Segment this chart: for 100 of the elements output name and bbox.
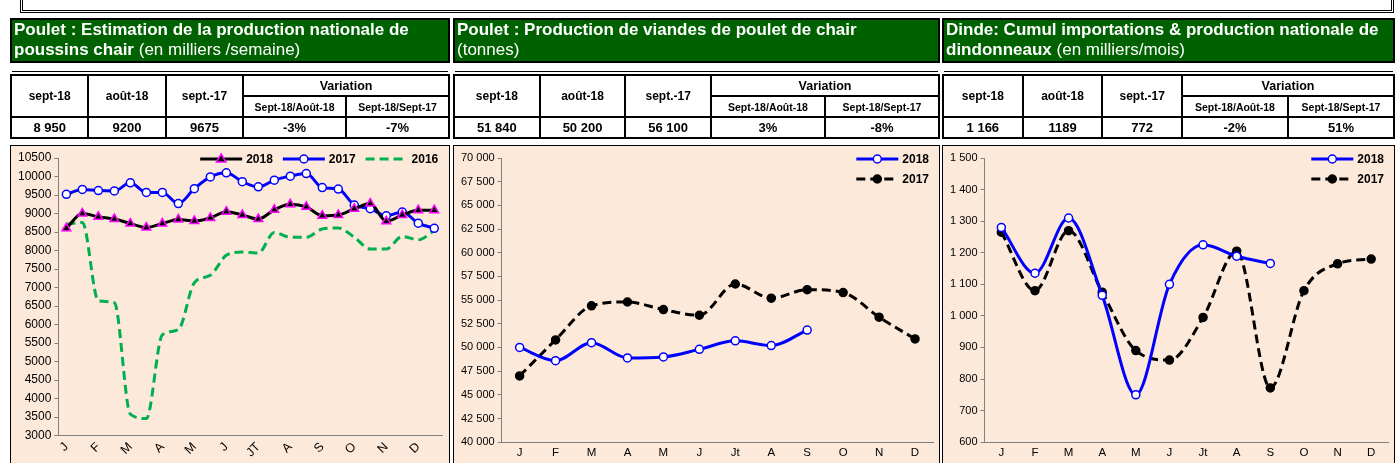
text: 772 bbox=[1131, 120, 1154, 135]
text: Poulet : Estimation de la production nationale de poussins chair (en milliers /semaine) bbox=[14, 20, 409, 59]
category-label: sept.-17 bbox=[1102, 75, 1183, 117]
text: -8% bbox=[870, 120, 894, 135]
x-tick-label: D bbox=[406, 439, 423, 456]
text: 56 100 bbox=[648, 120, 689, 135]
text: -2% bbox=[1223, 120, 1247, 135]
y-tick-label: 1 500 bbox=[950, 151, 978, 164]
y-tick-label: 45 000 bbox=[460, 387, 495, 400]
x-tick-label: Jt bbox=[730, 446, 741, 459]
x-tick-label: A bbox=[1098, 446, 1107, 459]
category-label: août-18 bbox=[539, 75, 626, 117]
y-tick-label: 47 500 bbox=[460, 364, 495, 377]
category-label: août-18 bbox=[88, 75, 166, 117]
y-tick-label: 4000 bbox=[24, 390, 52, 405]
x-tick-label: JT bbox=[243, 439, 264, 460]
x-tick-label: O bbox=[342, 439, 360, 457]
y-tick-label: 1 300 bbox=[950, 214, 978, 227]
text: 51 840 bbox=[476, 120, 517, 135]
x-tick-label: F bbox=[87, 439, 104, 455]
text: 1 166 bbox=[966, 120, 1000, 135]
y-tick-label: 42 500 bbox=[460, 411, 495, 424]
text: Dinde: Cumul importations & production nationale de dindonneaux (en milliers/mois) bbox=[946, 20, 1379, 59]
x-tick-label: A bbox=[1232, 446, 1241, 459]
x-tick-label: N bbox=[374, 439, 391, 456]
category-label: sept.-17 bbox=[625, 75, 712, 117]
x-tick-label: M bbox=[1131, 446, 1141, 459]
y-tick-label: 1 100 bbox=[950, 277, 978, 290]
x-tick-label: J bbox=[216, 439, 231, 454]
y-tick-label: 3000 bbox=[24, 427, 52, 442]
text: 51% bbox=[1327, 120, 1355, 135]
text: 9200 bbox=[112, 120, 142, 135]
category-label: Sept-18/Sept-17 bbox=[1288, 96, 1394, 117]
y-tick-label: 8500 bbox=[24, 224, 52, 239]
y-tick-label: 600 bbox=[959, 435, 978, 448]
y-tick-label: 70 000 bbox=[460, 151, 495, 164]
legend-label: 2018 bbox=[1357, 151, 1385, 166]
x-tick-label: A bbox=[151, 439, 168, 456]
x-tick-label: A bbox=[279, 439, 296, 456]
x-tick-label: N bbox=[1333, 446, 1342, 459]
x-tick-label: J bbox=[1166, 446, 1173, 459]
category-label: sept-18 bbox=[943, 75, 1023, 117]
category-label: Sept-18/Sept-17 bbox=[824, 96, 939, 117]
text: 8 950 bbox=[33, 120, 66, 135]
x-tick-label: F bbox=[1031, 446, 1039, 459]
y-tick-label: 700 bbox=[959, 403, 978, 416]
y-tick-label: 9000 bbox=[24, 205, 52, 220]
y-tick-label: 6500 bbox=[24, 298, 52, 313]
y-tick-label: 1 200 bbox=[950, 245, 978, 258]
text: -3% bbox=[283, 120, 307, 135]
text: Variation bbox=[243, 75, 449, 96]
x-tick-label: Jt bbox=[1198, 446, 1209, 459]
legend-label: 2018 bbox=[902, 151, 930, 166]
text: -7% bbox=[385, 120, 410, 135]
category-label: Sept-18/Août-18 bbox=[1182, 96, 1288, 117]
text: 3% bbox=[758, 120, 778, 135]
y-tick-label: 6000 bbox=[24, 316, 52, 331]
x-tick-label: O bbox=[838, 446, 848, 459]
y-tick-label: 5000 bbox=[24, 353, 52, 368]
y-tick-label: 900 bbox=[959, 340, 978, 353]
x-tick-label: M bbox=[117, 439, 135, 457]
category-label: Sept-18/Août-18 bbox=[711, 96, 825, 117]
legend-label: 2016 bbox=[411, 151, 439, 166]
y-tick-label: 50 000 bbox=[460, 340, 495, 353]
y-tick-label: 62 500 bbox=[460, 222, 495, 235]
text: Poulet : Production de viandes de poulet de chair (tonnes) bbox=[457, 20, 857, 59]
x-tick-label: D bbox=[1367, 446, 1376, 459]
x-tick-label: J bbox=[516, 446, 523, 459]
y-tick-label: 67 500 bbox=[460, 174, 495, 187]
category-label: sept-18 bbox=[454, 75, 540, 117]
legend-label: 2017 bbox=[1357, 171, 1385, 186]
x-tick-label: N bbox=[874, 446, 884, 459]
legend-label: 2018 bbox=[246, 151, 274, 166]
text: Variation bbox=[1182, 75, 1394, 96]
category-label: sept.-17 bbox=[165, 75, 244, 117]
y-tick-label: 1 000 bbox=[950, 308, 978, 321]
text: 9675 bbox=[189, 120, 219, 135]
text: Variation bbox=[711, 75, 939, 96]
y-tick-label: 65 000 bbox=[460, 198, 495, 211]
x-tick-label: S bbox=[1266, 446, 1275, 459]
legend-label: 2017 bbox=[328, 151, 356, 166]
x-tick-label: J bbox=[998, 446, 1005, 459]
x-tick-label: S bbox=[311, 439, 327, 456]
category-label: août-18 bbox=[1022, 75, 1103, 117]
y-tick-label: 7000 bbox=[24, 279, 52, 294]
x-tick-label: M bbox=[1063, 446, 1074, 459]
y-tick-label: 57 500 bbox=[460, 269, 495, 282]
y-tick-label: 10000 bbox=[17, 168, 52, 183]
y-tick-label: 52 500 bbox=[460, 316, 495, 329]
y-tick-label: 1 400 bbox=[950, 182, 978, 195]
y-tick-label: 7500 bbox=[24, 261, 52, 276]
text: 50 200 bbox=[562, 120, 603, 135]
x-tick-label: A bbox=[767, 446, 776, 459]
category-label: sept-18 bbox=[11, 75, 89, 117]
x-tick-label: F bbox=[552, 446, 560, 459]
text: 1189 bbox=[1048, 120, 1077, 135]
category-label: Sept-18/Août-18 bbox=[243, 96, 347, 117]
y-tick-label: 10500 bbox=[17, 150, 52, 165]
y-tick-label: 8000 bbox=[24, 242, 52, 257]
x-tick-label: A bbox=[623, 446, 632, 459]
